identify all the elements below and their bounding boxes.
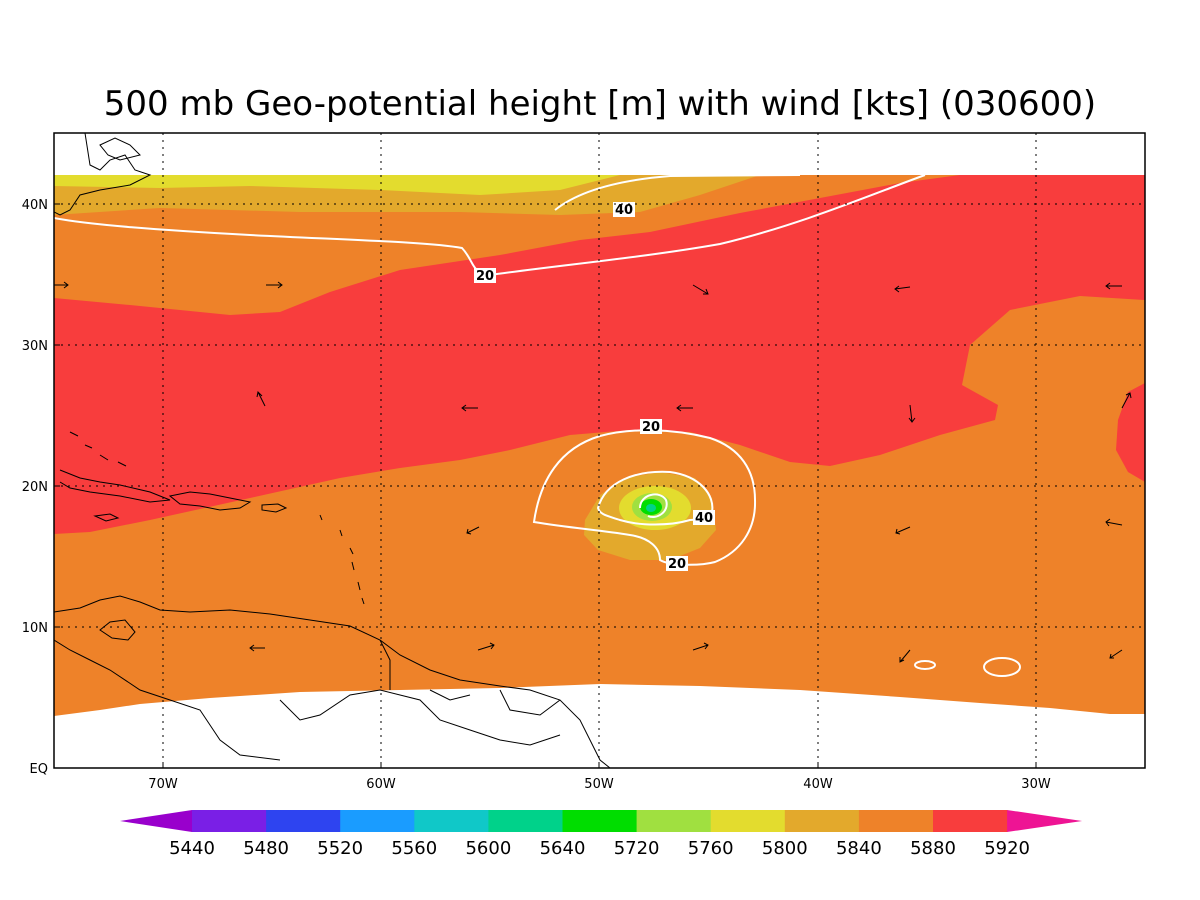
lat-label-eq: EQ xyxy=(30,762,48,777)
contour-label-20-cyclone-bottom: 20 xyxy=(668,557,686,572)
wind-arrow xyxy=(477,642,495,651)
contour-label-bg xyxy=(693,510,715,525)
colorbar-label: 5440 xyxy=(169,838,215,859)
colorbar-swatch xyxy=(414,810,489,832)
wind-arrow xyxy=(1105,282,1122,290)
graticule xyxy=(54,133,1145,768)
colorbar-label: 5560 xyxy=(391,838,437,859)
coastline-bahamas-1 xyxy=(69,431,127,467)
wind-contour-40-north xyxy=(554,174,801,211)
wind-contour-20-cyclone xyxy=(532,429,757,566)
colorbar-swatch xyxy=(933,810,1008,832)
colorbar-arrow-low xyxy=(120,810,192,832)
colorbar-label: 5480 xyxy=(243,838,289,859)
contour-label-40-north: 40 xyxy=(615,203,633,218)
coastline-hispaniola xyxy=(168,491,252,511)
wind-arrow xyxy=(676,404,693,412)
height-band-5920-east xyxy=(1116,383,1145,482)
wind-arrow xyxy=(692,284,709,295)
colorbar-swatch xyxy=(562,810,638,832)
wind-arrow xyxy=(894,285,911,293)
height-band-5920 xyxy=(54,175,1145,534)
colorbar-label: 5800 xyxy=(762,838,808,859)
wind-contour-inner xyxy=(639,493,668,518)
contour-label-20-cyclone-top: 20 xyxy=(642,420,660,435)
coastlines xyxy=(54,133,611,768)
wind-arrow xyxy=(249,644,265,652)
wind-arrow xyxy=(461,404,478,412)
wind-contour-20-north xyxy=(54,174,926,277)
wind-vectors xyxy=(54,281,1132,663)
colorbar-swatch xyxy=(710,810,786,832)
coastline-nova-scotia xyxy=(99,137,141,161)
wind-arrow xyxy=(692,642,709,651)
coastline-interior-2 xyxy=(279,689,561,746)
wind-contours xyxy=(54,174,1021,677)
colorbar-label: 5520 xyxy=(317,838,363,859)
wind-arrow xyxy=(1121,392,1132,409)
colorbar-swatch xyxy=(192,810,267,832)
coastline-maracaibo xyxy=(99,619,136,641)
wind-arrow xyxy=(1105,518,1123,527)
wind-arrow xyxy=(899,649,911,663)
lon-label-30w: 30W xyxy=(1021,777,1051,792)
coastline-jamaica xyxy=(93,513,120,522)
contour-label-40-cyclone: 40 xyxy=(695,511,713,526)
map-panel: 40 20 20 40 20 xyxy=(22,132,1146,792)
contour-label-20-north: 20 xyxy=(476,269,494,284)
wind-arrow xyxy=(256,390,266,407)
lon-label-50w: 50W xyxy=(584,777,614,792)
colorbar-arrow-high xyxy=(1007,810,1083,832)
colorbar-label: 5640 xyxy=(540,838,586,859)
wind-arrow xyxy=(466,526,480,535)
colorbar-label: 5920 xyxy=(984,838,1030,859)
wind-arrow xyxy=(1109,649,1123,659)
coastline-interior-1 xyxy=(54,639,281,761)
colorbar-label: 5760 xyxy=(688,838,734,859)
coastline-cuba xyxy=(59,469,171,503)
tick-marks xyxy=(54,203,1037,768)
contour-label-bg xyxy=(640,419,662,434)
contour-label-bg xyxy=(666,556,688,571)
colorbar-swatch xyxy=(784,810,860,832)
colorbar-swatch xyxy=(858,810,934,832)
lon-label-70w: 70W xyxy=(148,777,178,792)
coastline-interior-3 xyxy=(379,639,561,716)
contour-label-bg xyxy=(613,202,635,217)
lat-label-10n: 10N xyxy=(22,621,48,636)
colorbar-swatch xyxy=(488,810,563,832)
cyclone-5640-area xyxy=(646,504,656,512)
lon-label-40w: 40W xyxy=(803,777,833,792)
lat-label-20n: 20N xyxy=(22,480,48,495)
colorbar-swatch xyxy=(636,810,712,832)
wind-contour-east-1 xyxy=(914,660,936,670)
wind-arrow xyxy=(895,526,911,535)
wind-arrow xyxy=(266,281,283,289)
height-band-5800 xyxy=(54,175,620,195)
lat-label-30n: 30N xyxy=(22,339,48,354)
wind-arrow xyxy=(908,404,916,423)
map-title: 500 mb Geo-potential height [m] with win… xyxy=(104,84,1096,124)
colorbar-label: 5600 xyxy=(465,838,511,859)
lon-label-60w: 60W xyxy=(366,777,396,792)
wind-arrow xyxy=(54,281,69,289)
colorbar-label: 5840 xyxy=(836,838,882,859)
colorbar: 5440 5480 5520 5560 5600 5640 5720 5760 5800 5840… xyxy=(120,810,1083,859)
colorbar-label: 5720 xyxy=(614,838,660,859)
coastline-antilles xyxy=(319,514,365,605)
contour-label-bg xyxy=(474,268,496,283)
colorbar-swatch xyxy=(340,810,415,832)
contour-label-group: 40 20 20 40 20 xyxy=(474,202,715,572)
wind-contour-east-2 xyxy=(983,657,1021,677)
coastline-south-america xyxy=(54,595,611,768)
coastline-puerto-rico xyxy=(261,503,288,513)
colorbar-label: 5880 xyxy=(910,838,956,859)
coastline-north-america xyxy=(54,133,152,216)
colorbar-swatch xyxy=(266,810,341,832)
lat-label-40n: 40N xyxy=(22,198,48,213)
